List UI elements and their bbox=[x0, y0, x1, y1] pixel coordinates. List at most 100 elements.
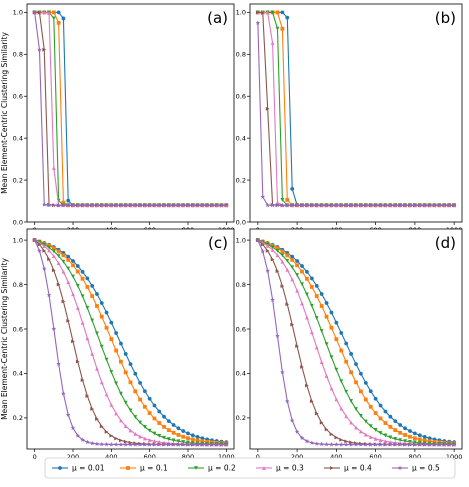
y-tick-label: 0.6 bbox=[236, 325, 246, 333]
data-point bbox=[422, 435, 427, 439]
data-point bbox=[176, 433, 181, 437]
data-point bbox=[195, 435, 200, 439]
data-point bbox=[89, 440, 95, 446]
data-point bbox=[166, 442, 172, 447]
data-point bbox=[204, 202, 210, 208]
panel-label: (a) bbox=[207, 9, 228, 27]
data-point bbox=[80, 320, 85, 325]
data-point bbox=[383, 433, 388, 438]
data-point bbox=[402, 442, 408, 447]
data-point bbox=[61, 391, 66, 396]
data-point bbox=[61, 253, 66, 258]
data-point bbox=[344, 439, 349, 444]
data-point bbox=[75, 433, 81, 438]
data-point bbox=[95, 331, 99, 336]
data-point bbox=[393, 437, 398, 441]
data-point bbox=[161, 202, 167, 208]
data-point bbox=[37, 47, 42, 52]
data-point bbox=[90, 351, 95, 356]
data-point bbox=[319, 202, 324, 208]
data-point bbox=[295, 344, 300, 349]
data-point bbox=[65, 202, 71, 208]
y-tick-label: 0.4 bbox=[236, 370, 246, 378]
data-point bbox=[344, 359, 349, 364]
data-point bbox=[373, 428, 378, 432]
y-tick-label: 1.0 bbox=[236, 9, 246, 17]
data-point bbox=[80, 202, 85, 208]
data-point bbox=[300, 269, 304, 274]
data-point bbox=[329, 441, 334, 447]
y-tick-label: 0.8 bbox=[236, 51, 246, 59]
data-point bbox=[349, 352, 353, 356]
data-point bbox=[80, 276, 85, 281]
data-point bbox=[290, 322, 295, 327]
data-point bbox=[280, 253, 285, 258]
data-point bbox=[319, 441, 324, 447]
data-point bbox=[446, 202, 452, 208]
data-point bbox=[37, 242, 42, 247]
data-point bbox=[412, 442, 418, 447]
data-point bbox=[368, 442, 374, 447]
data-point bbox=[119, 341, 123, 346]
data-point bbox=[70, 202, 76, 208]
x-tick-label: 400 bbox=[105, 453, 117, 461]
data-point bbox=[265, 243, 270, 248]
data-point bbox=[85, 202, 90, 208]
data-point bbox=[275, 333, 280, 338]
data-point bbox=[388, 202, 393, 208]
data-point bbox=[104, 325, 109, 330]
data-point bbox=[157, 409, 162, 414]
y-tick-label: 0.6 bbox=[236, 93, 246, 101]
data-point bbox=[46, 292, 52, 298]
legend-entry: μ = 0.5 bbox=[392, 464, 440, 473]
data-point bbox=[290, 265, 295, 270]
data-point bbox=[75, 202, 81, 208]
data-point bbox=[80, 294, 85, 299]
data-point bbox=[137, 442, 143, 447]
y-tick-label: 1.0 bbox=[13, 236, 23, 244]
legend-marker bbox=[194, 466, 198, 470]
data-point bbox=[299, 435, 305, 441]
data-point bbox=[334, 320, 339, 325]
data-point bbox=[138, 380, 142, 385]
data-point bbox=[42, 10, 47, 15]
data-point bbox=[37, 10, 42, 15]
data-point bbox=[324, 342, 329, 347]
data-point bbox=[162, 424, 166, 429]
data-point bbox=[324, 202, 329, 208]
data-point bbox=[114, 348, 119, 353]
data-point bbox=[324, 441, 329, 447]
data-point bbox=[275, 26, 280, 31]
data-point bbox=[147, 442, 153, 447]
data-point bbox=[338, 202, 344, 208]
data-point bbox=[294, 202, 300, 208]
data-point bbox=[42, 248, 47, 253]
data-point bbox=[314, 202, 320, 208]
data-point bbox=[324, 314, 329, 319]
data-point bbox=[304, 202, 310, 208]
data-point bbox=[373, 411, 378, 415]
data-point bbox=[166, 202, 172, 208]
data-point bbox=[270, 245, 275, 250]
data-point bbox=[176, 439, 181, 444]
data-point bbox=[290, 277, 295, 282]
data-point bbox=[373, 442, 378, 447]
data-point bbox=[339, 348, 344, 353]
data-point bbox=[123, 400, 128, 405]
data-point bbox=[265, 248, 270, 253]
data-point bbox=[99, 424, 104, 429]
data-point bbox=[285, 267, 290, 272]
y-tick-label: 0.2 bbox=[236, 414, 246, 422]
data-point bbox=[214, 202, 220, 208]
panel-a: 020040060080010000.00.20.40.60.81.0(a)Me… bbox=[0, 3, 235, 234]
data-point bbox=[56, 20, 61, 25]
data-point bbox=[398, 430, 403, 435]
data-point bbox=[349, 399, 353, 403]
data-point bbox=[329, 310, 334, 315]
data-point bbox=[284, 398, 290, 404]
data-point bbox=[432, 202, 437, 208]
data-point bbox=[162, 414, 166, 419]
data-point bbox=[171, 423, 176, 427]
data-point bbox=[56, 282, 61, 287]
data-point bbox=[119, 438, 123, 443]
